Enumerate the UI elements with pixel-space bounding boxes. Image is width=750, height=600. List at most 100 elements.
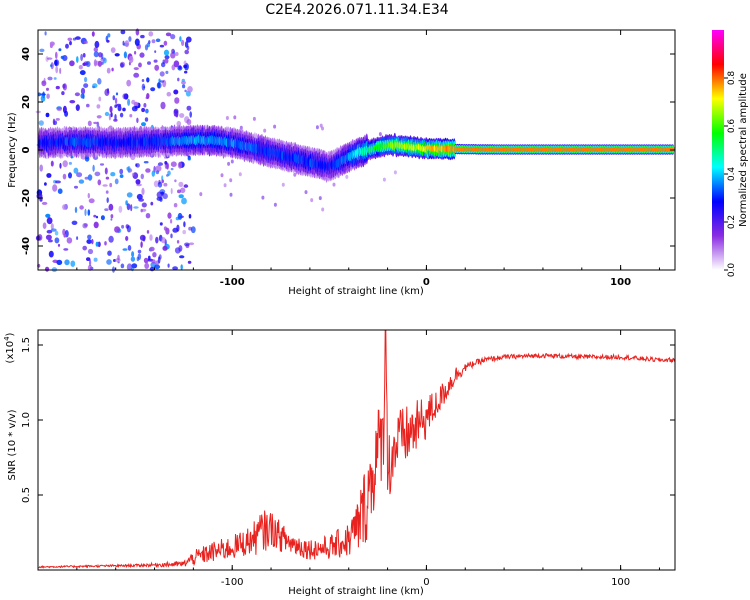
x-tick-label: -100 <box>221 577 244 588</box>
noise-cell <box>170 161 177 167</box>
noise-cell <box>281 182 285 187</box>
noise-cell <box>114 226 121 233</box>
noise-cell <box>160 101 166 110</box>
noise-cell <box>91 31 95 37</box>
y-tick-label: 40 <box>21 47 32 61</box>
noise-cell <box>50 62 54 70</box>
noise-cell <box>183 60 187 66</box>
colorbar-tick-label: 0.8 <box>727 71 737 86</box>
noise-cell <box>178 65 182 70</box>
noise-cell <box>152 252 157 258</box>
noise-cell <box>157 256 161 264</box>
noise-cell <box>162 245 168 251</box>
noise-cell <box>59 67 62 74</box>
noise-cell <box>181 197 187 205</box>
noise-cell <box>230 159 234 164</box>
noise-cell <box>178 181 184 188</box>
noise-cell <box>131 251 135 258</box>
noise-cell <box>141 107 146 113</box>
noise-cell <box>128 36 132 42</box>
noise-cell <box>167 212 172 219</box>
noise-cell <box>92 83 98 89</box>
noise-cell <box>184 41 189 48</box>
noise-cell <box>131 172 135 176</box>
noise-cell <box>227 161 231 166</box>
noise-cell <box>126 192 133 198</box>
colorbar-tick-label: 0.6 <box>727 119 737 134</box>
noise-cell <box>45 266 50 272</box>
spectrogram-ylabel: Frequency (Hz) <box>7 112 18 188</box>
noise-cell <box>181 39 185 47</box>
noise-cell <box>175 52 179 56</box>
noise-cell <box>95 215 99 219</box>
noise-cell <box>139 234 146 241</box>
noise-cell <box>118 205 123 213</box>
noise-cell <box>233 115 237 120</box>
noise-cell <box>119 168 124 175</box>
noise-cell <box>188 226 193 231</box>
y-tick-label: 1.5 <box>21 337 32 353</box>
noise-cell <box>42 222 47 229</box>
noise-cell <box>177 161 183 169</box>
noise-cell <box>76 172 83 178</box>
noise-cell <box>121 224 125 229</box>
noise-cell <box>104 88 110 96</box>
noise-cell <box>84 208 87 216</box>
noise-cell <box>136 193 143 200</box>
y-tick-label: -40 <box>21 237 32 255</box>
noise-cell <box>153 59 158 63</box>
noise-cell <box>147 61 151 65</box>
noise-cell <box>67 37 73 41</box>
noise-cell <box>106 259 112 265</box>
noise-cell <box>141 79 145 82</box>
noise-cell <box>105 190 109 194</box>
noise-cell <box>55 118 60 121</box>
noise-cell <box>73 167 79 174</box>
noise-cell <box>56 259 63 265</box>
noise-cell <box>165 227 170 235</box>
noise-cell <box>125 236 129 241</box>
noise-cell <box>180 264 183 270</box>
noise-cell <box>177 189 181 194</box>
noise-cell <box>119 112 124 118</box>
noise-cell <box>100 215 105 221</box>
noise-cell <box>94 171 101 177</box>
noise-cell <box>187 86 193 93</box>
noise-cell <box>69 100 76 104</box>
noise-cell <box>133 101 139 107</box>
noise-cell <box>238 172 242 177</box>
noise-cell <box>130 204 133 212</box>
noise-cell <box>120 29 126 35</box>
noise-cell <box>164 161 168 165</box>
noise-cell <box>105 176 110 180</box>
noise-cell <box>82 245 87 251</box>
noise-cell <box>164 55 170 60</box>
noise-cell <box>183 221 186 228</box>
noise-cell <box>39 164 43 172</box>
noise-cell <box>225 116 229 120</box>
noise-cell <box>141 187 145 195</box>
noise-cell <box>120 263 125 269</box>
noise-cell <box>321 207 325 212</box>
noise-cell <box>64 259 70 266</box>
noise-cell <box>183 184 189 188</box>
noise-cell <box>182 229 186 235</box>
noise-cell <box>345 174 349 179</box>
noise-cell <box>85 61 91 67</box>
noise-cell <box>68 161 72 165</box>
spectrogram-xlabel: Height of straight line (km) <box>288 286 424 297</box>
noise-cell <box>170 167 174 171</box>
noise-cell <box>180 187 186 194</box>
noise-cell <box>127 165 131 173</box>
noise-cell <box>122 40 125 46</box>
noise-cell <box>148 255 151 260</box>
noise-cell <box>135 179 141 185</box>
noise-cell <box>310 198 314 203</box>
noise-cell <box>110 218 113 221</box>
noise-cell <box>110 172 116 177</box>
noise-cell <box>104 241 107 246</box>
noise-cell <box>176 224 180 232</box>
noise-cell <box>179 255 185 259</box>
noise-cell <box>79 205 84 210</box>
noise-cell <box>154 264 161 270</box>
